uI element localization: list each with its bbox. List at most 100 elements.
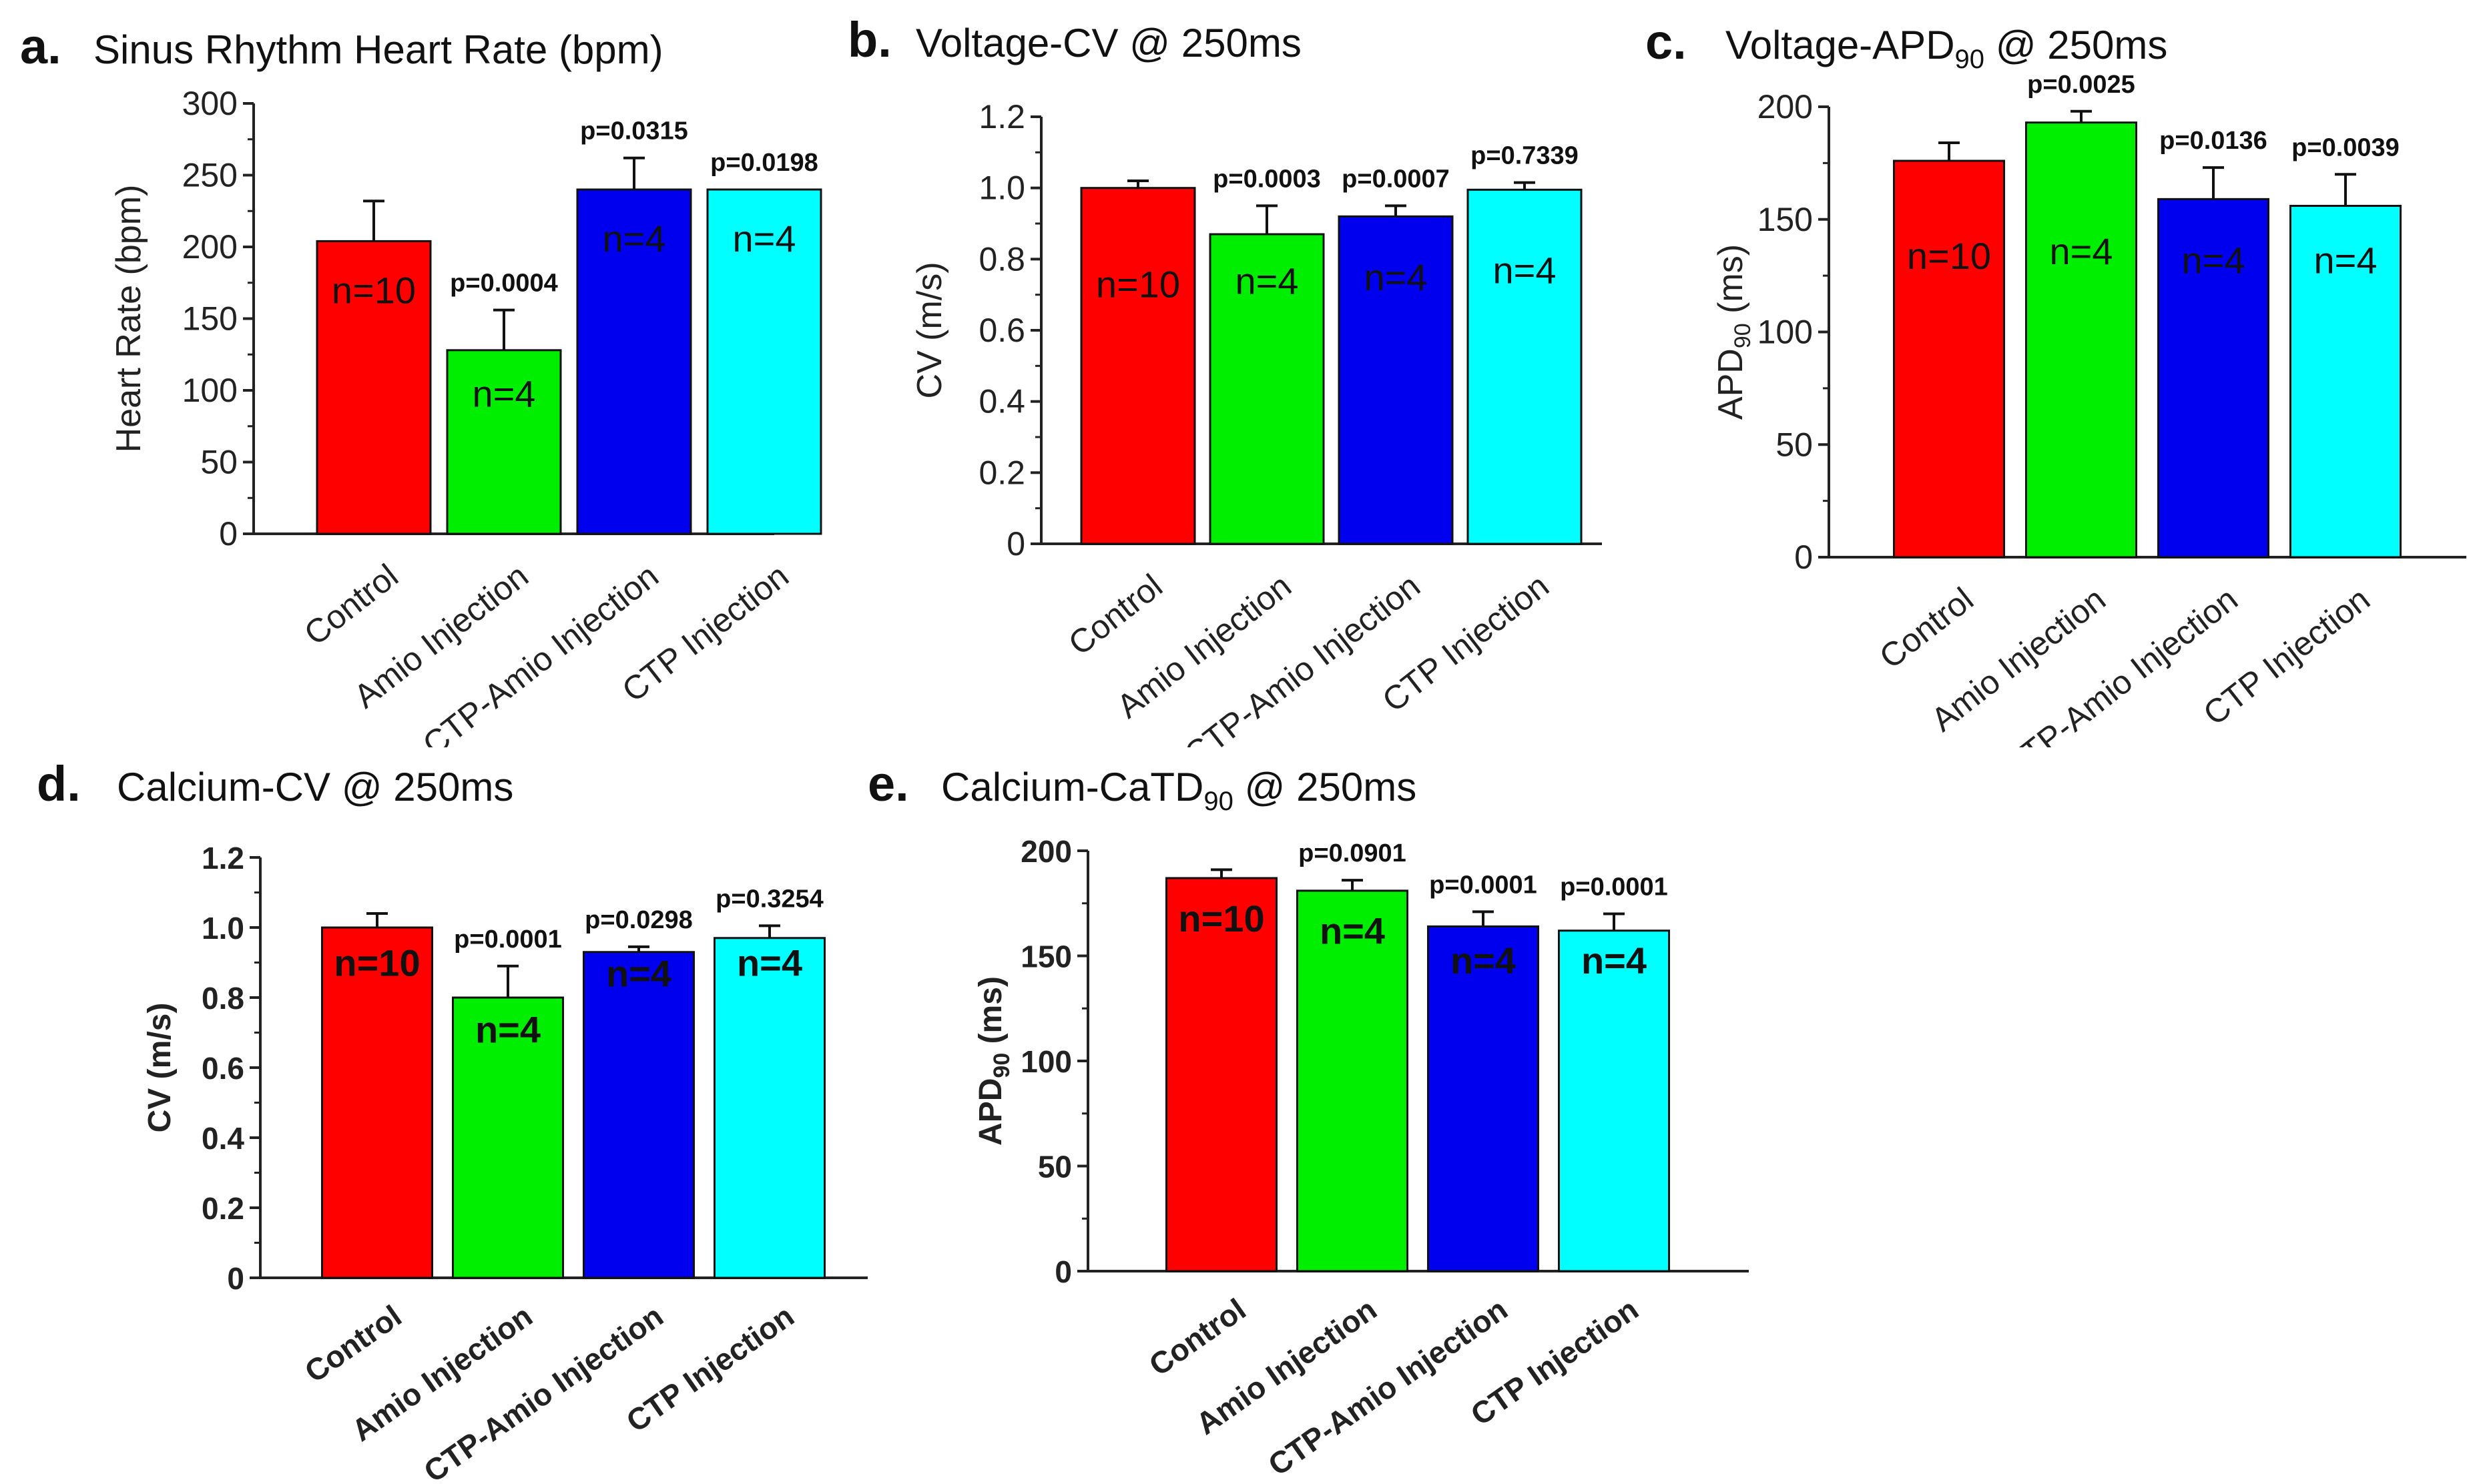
n-label: n=4 <box>2182 240 2245 282</box>
p-value-label: p=0.0039 <box>2291 133 2400 161</box>
y-axis-title-subscript: 90 <box>989 1053 1015 1078</box>
y-axis-title-main: CV (m/s) <box>142 1003 178 1133</box>
n-label: n=4 <box>1364 256 1428 298</box>
n-label: n=4 <box>1581 940 1647 982</box>
n-label: n=4 <box>1320 910 1385 952</box>
y-tick-label: 100 <box>1021 1044 1072 1079</box>
chart-title-main: Calcium-CaTD <box>941 765 1203 809</box>
p-value-label: p=0.0136 <box>2159 127 2267 155</box>
chart-a-svg: a. Sinus Rhythm Heart Rate (bpm) 0 50 100 150… <box>20 19 822 763</box>
n-label: n=4 <box>606 952 671 994</box>
y-tick-label: 100 <box>182 372 238 409</box>
y-tick-label: 50 <box>1038 1150 1072 1184</box>
panel-letter: b. <box>848 12 892 67</box>
y-tick-label: 0 <box>1055 1254 1072 1289</box>
y-tick-label: 150 <box>1021 940 1072 974</box>
y-axis-title: CV (m/s) <box>910 262 949 398</box>
chart-e-svg: e. Calcium-CaTD90 @ 250ms050100150200APD9… <box>868 756 1749 1483</box>
chart-title-subscript: 90 <box>1955 45 1985 74</box>
p-value-label: p=0.3254 <box>716 885 824 913</box>
y-axis-title: Heart Rate (bpm) <box>109 185 148 453</box>
y-tick-label: 0.8 <box>202 981 244 1016</box>
n-label: n=4 <box>1450 940 1516 982</box>
n-label: n=10 <box>1907 235 1991 277</box>
y-tick-label: 100 <box>1757 314 1813 351</box>
chart-panel-b: b. Voltage-CV @ 250ms 0 0.2 0.4 0.6 0.8 1.0 1.2 C… <box>841 0 1642 773</box>
y-tick-label: 0.4 <box>202 1121 244 1156</box>
y-axis-title: APD90 (ms) <box>973 976 1015 1146</box>
y-tick-label: 200 <box>1757 88 1813 125</box>
x-category-label: CTP-Amio Injection <box>417 1298 669 1481</box>
p-value-label: p=0.0007 <box>1342 165 1450 193</box>
y-tick-label: 0 <box>219 515 238 552</box>
panel-letter: c. <box>1645 14 1687 69</box>
y-axis-title: CV (m/s) <box>142 1003 178 1133</box>
y-tick-label: 1.0 <box>202 911 244 946</box>
bar <box>583 951 695 1279</box>
n-label: n=4 <box>1235 260 1299 302</box>
n-label: n=10 <box>334 942 420 984</box>
panel-letter: a. <box>20 19 61 74</box>
p-value-label: p=0.0901 <box>1298 839 1406 867</box>
bar <box>1296 889 1408 1272</box>
y-tick-label: 150 <box>1757 201 1813 238</box>
y-tick-label: 0 <box>1007 525 1025 563</box>
chart-title-main: Sinus Rhythm Heart Rate (bpm) <box>93 27 663 72</box>
y-axis-title-suffix: (ms) <box>1711 244 1750 323</box>
n-label: n=4 <box>733 218 796 260</box>
bar <box>446 349 562 535</box>
chart-d-svg: d. Calcium-CV @ 250ms 0 0.2 0.4 0.6 0.8 1.0 1.2 C… <box>37 756 868 1484</box>
y-tick-label: 1.2 <box>979 98 1025 135</box>
y-tick-label: 200 <box>1021 834 1072 869</box>
bar <box>1466 188 1583 545</box>
bar <box>1080 187 1196 545</box>
n-label: n=4 <box>2314 240 2378 282</box>
chart-title-main: Voltage-APD <box>1725 23 1955 67</box>
chart-title-subscript: 90 <box>1203 787 1233 816</box>
chart-title: Sinus Rhythm Heart Rate (bpm) <box>93 27 663 72</box>
bar <box>2157 198 2269 559</box>
chart-panel-c: c. Voltage-APD90 @ 250ms 0 50 100 150 200 APD90… <box>1642 0 2481 787</box>
y-axis-title-main: Heart Rate (bpm) <box>109 185 148 453</box>
y-tick-label: 150 <box>182 300 238 338</box>
bar <box>576 188 692 535</box>
x-category-label: CTP-Amio Injection <box>1262 1292 1513 1481</box>
chart-title: Voltage-CV @ 250ms <box>916 21 1302 65</box>
y-tick-label: 300 <box>182 85 238 122</box>
bar <box>316 240 432 535</box>
chart-title-suffix: @ 250ms <box>1984 23 2167 67</box>
chart-title: Calcium-CV @ 250ms <box>117 765 513 809</box>
panel-letter: e. <box>868 756 909 811</box>
x-category-label: CTP-Amio Injection <box>416 557 665 747</box>
p-value-label: p=0.7339 <box>1470 142 1579 170</box>
panel-letter: d. <box>37 756 81 811</box>
n-label: n=10 <box>332 270 416 312</box>
chart-b-svg: b. Voltage-CV @ 250ms 0 0.2 0.4 0.6 0.8 1.0 1.2 C… <box>848 12 1602 773</box>
n-label: n=10 <box>1178 897 1264 940</box>
n-label: n=4 <box>2050 230 2113 272</box>
chart-panel-a: a. Sinus Rhythm Heart Rate (bpm) 0 50 100 150… <box>0 0 841 763</box>
y-tick-label: 0.2 <box>979 454 1025 491</box>
n-label: n=4 <box>737 942 802 984</box>
bar <box>714 937 826 1279</box>
bar <box>1209 233 1325 545</box>
y-tick-label: 50 <box>1775 426 1813 463</box>
n-label: n=4 <box>1493 249 1557 291</box>
chart-title-suffix: @ 250ms <box>1233 765 1416 809</box>
y-tick-label: 200 <box>182 228 238 266</box>
bar <box>321 926 433 1279</box>
chart-title-main: Voltage-CV @ 250ms <box>916 21 1302 65</box>
y-tick-label: 0.6 <box>979 312 1025 349</box>
bar <box>1558 930 1670 1272</box>
bar <box>2289 205 2402 559</box>
p-value-label: p=0.0198 <box>710 149 818 177</box>
chart-title: Voltage-APD90 @ 250ms <box>1725 23 2167 74</box>
x-category-label: Control <box>1061 567 1169 663</box>
y-tick-label: 0.4 <box>979 383 1025 420</box>
y-axis-title-subscript: 90 <box>1730 323 1755 348</box>
p-value-label: p=0.0025 <box>2027 71 2135 99</box>
chart-panel-d: d. Calcium-CV @ 250ms 0 0.2 0.4 0.6 0.8 1.0 1.2 C… <box>0 747 881 1484</box>
bar <box>2025 121 2137 559</box>
x-category-label: Control <box>298 1298 408 1389</box>
p-value-label: p=0.0003 <box>1213 165 1321 193</box>
